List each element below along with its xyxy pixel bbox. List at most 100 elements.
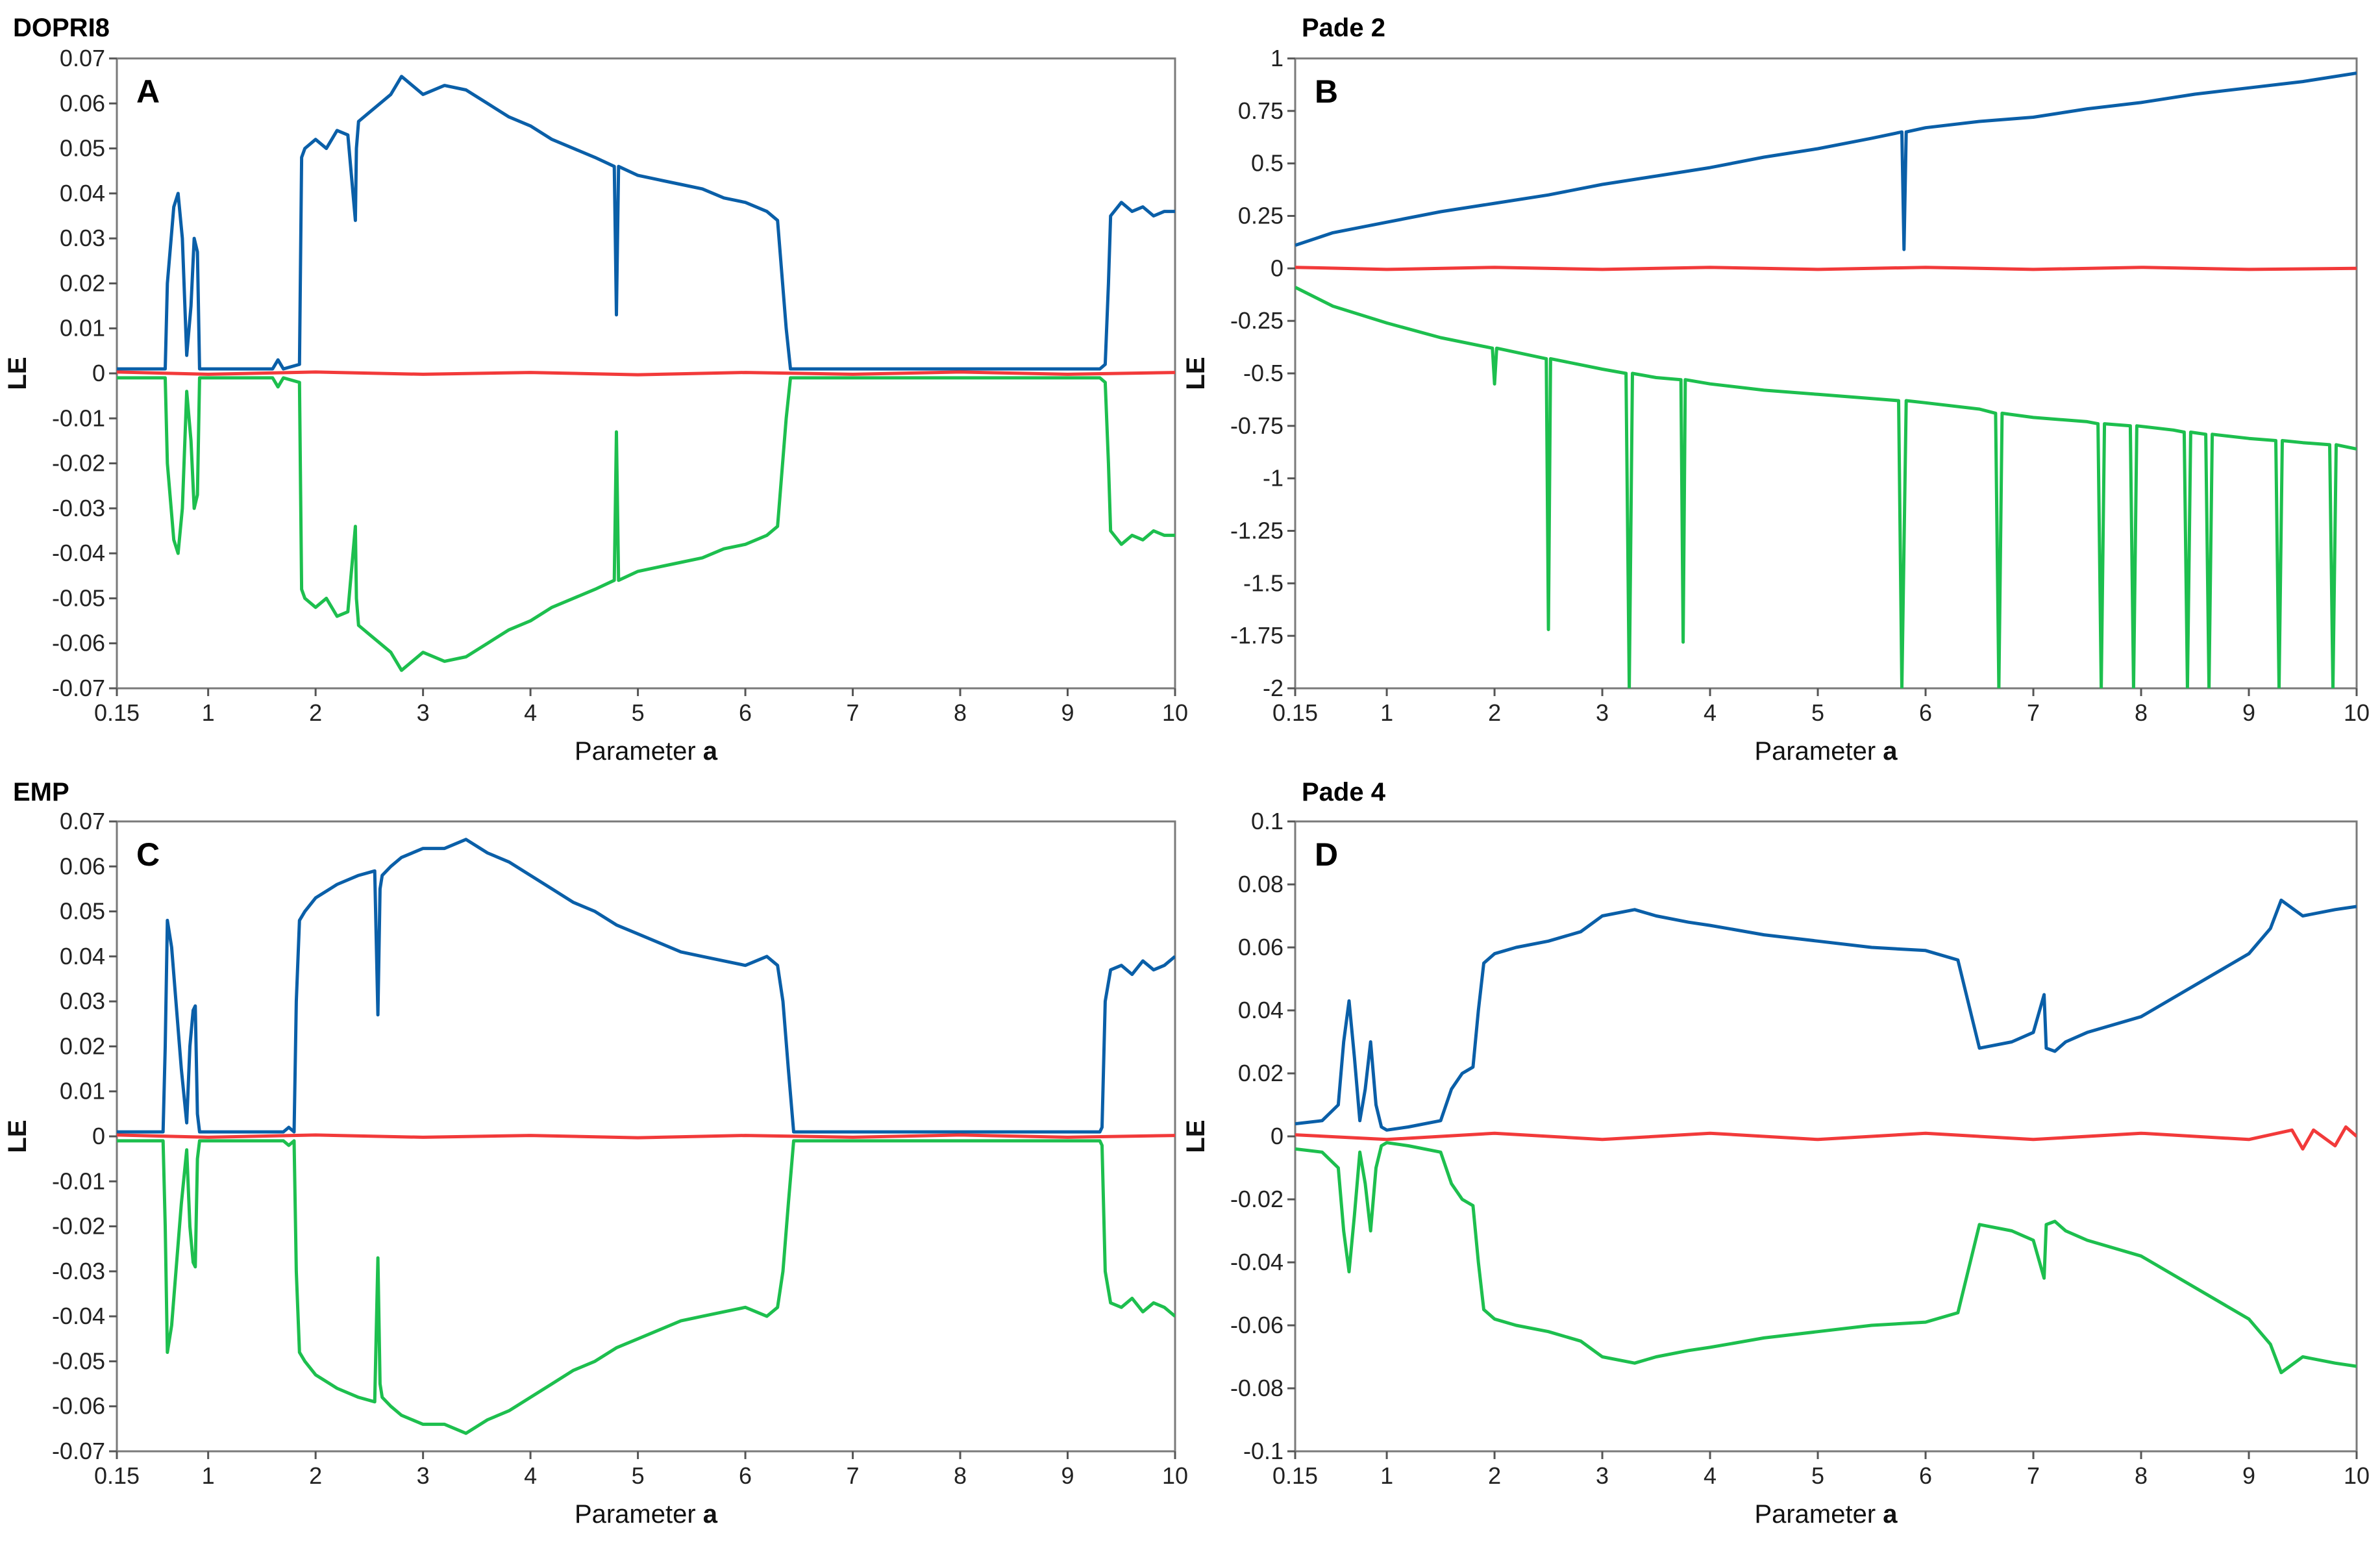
y-tick-label: 0.04: [1238, 997, 1283, 1023]
y-tick-label: 0.04: [60, 943, 105, 969]
y-tick-label: 0.1: [1251, 808, 1283, 834]
y-tick-label: 0.03: [60, 988, 105, 1014]
x-axis-label: Parameter a: [1754, 737, 1898, 766]
x-tick-label: 1: [1380, 1462, 1393, 1489]
y-tick-label: -0.06: [52, 630, 105, 656]
y-tick-label: 0.02: [1238, 1060, 1283, 1086]
x-tick-label: 6: [1919, 699, 1932, 726]
x-tick-label: 8: [954, 699, 967, 726]
y-tick-label: 0: [1271, 255, 1283, 281]
x-axis-label: Parameter a: [575, 737, 718, 766]
y-tick-label: -0.01: [52, 405, 105, 431]
y-tick-label: 0.06: [60, 853, 105, 879]
x-tick-label: 1: [202, 699, 215, 726]
y-tick-label: -0.07: [52, 675, 105, 701]
x-tick-label: 8: [2135, 699, 2148, 726]
x-tick-label: 5: [632, 1462, 645, 1489]
series-line-le3: [117, 1139, 1175, 1435]
y-tick-label: -0.02: [52, 450, 105, 477]
y-tick-label: 0.08: [1238, 871, 1283, 897]
y-tick-label: -0.07: [52, 1438, 105, 1464]
y-tick-label: 1: [1271, 45, 1283, 71]
x-tick-label: 8: [2135, 1462, 2148, 1489]
chart-panel-b: Pade 2 -2 -1.75 -1.5 -1.25 -1 -0.75 -0.5 -0.25 0 0…: [1182, 14, 2370, 766]
x-tick-label: 0.15: [1272, 1462, 1318, 1489]
series-line-le2: [117, 370, 1175, 377]
x-tick-label: 4: [524, 1462, 537, 1489]
y-tick-label: 0: [1271, 1123, 1283, 1149]
y-tick-label: -0.01: [52, 1168, 105, 1194]
x-tick-label: 3: [417, 1462, 430, 1489]
y-axis-label: LE: [1182, 1119, 1210, 1153]
x-tick-label: 3: [1596, 1462, 1609, 1489]
y-tick-label: 0.75: [1238, 97, 1283, 124]
x-tick-label: 0.15: [94, 699, 140, 726]
series-line-le1: [1295, 898, 2357, 1132]
panel-title: Pade 2: [1302, 14, 1385, 42]
x-axis-label: Parameter a: [1754, 1500, 1898, 1529]
x-tick-label: 3: [1596, 699, 1609, 726]
series-line-le3: [1295, 1141, 2357, 1375]
x-tick-label: 2: [309, 1462, 322, 1489]
plot-frame: [1294, 57, 2358, 690]
x-tick-label: 2: [1488, 1462, 1501, 1489]
y-tick-label: -0.03: [52, 495, 105, 521]
y-tick-label: -0.1: [1243, 1438, 1283, 1464]
x-tick-label: 4: [1704, 699, 1717, 726]
y-axis-label: LE: [3, 356, 32, 390]
y-tick-label: 0.06: [60, 90, 105, 116]
y-tick-label: -1.5: [1243, 569, 1283, 596]
x-tick-label: 0.15: [94, 1462, 140, 1489]
chart-panel-d: Pade 4 -0.1 -0.08 -0.06 -0.04 -0.02 0 0.02 0.04 0…: [1182, 778, 2370, 1529]
x-tick-label: 9: [1061, 1462, 1074, 1489]
y-tick-label: -0.04: [52, 1303, 105, 1329]
panel-title: DOPRI8: [13, 14, 110, 42]
x-tick-label: 9: [1061, 699, 1074, 726]
chart-panel-c: EMP -0.07 -0.06 -0.05 -0.04 -0.03 -0.02 -0.01 0 0…: [3, 778, 1188, 1529]
panel-title: EMP: [13, 778, 69, 806]
x-axis-label: Parameter a: [575, 1500, 718, 1529]
x-tick-label: 4: [1704, 1462, 1717, 1489]
x-tick-label: 1: [1380, 699, 1393, 726]
y-axis-label: LE: [3, 1119, 32, 1153]
y-tick-label: 0.07: [60, 45, 105, 71]
y-tick-label: 0: [92, 1123, 105, 1149]
x-tick-label: 4: [524, 699, 537, 726]
panel-title: Pade 4: [1302, 778, 1386, 806]
y-tick-label: -1: [1263, 465, 1283, 492]
y-tick-label: 0.02: [60, 1032, 105, 1059]
x-tick-label: 7: [2027, 699, 2040, 726]
x-tick-label: 3: [417, 699, 430, 726]
panel-letter: A: [136, 73, 160, 110]
x-tick-label: 7: [847, 699, 860, 726]
x-tick-label: 8: [954, 1462, 967, 1489]
y-tick-label: -0.04: [1230, 1249, 1283, 1275]
series-line-le2: [1295, 1125, 2357, 1151]
panel-letter: C: [136, 836, 160, 873]
series-group: [1295, 71, 2357, 688]
x-tick-label: 6: [1919, 1462, 1932, 1489]
x-tick-label: 10: [2344, 1462, 2370, 1489]
x-tick-label: 10: [1162, 1462, 1188, 1489]
y-tick-label: -1.25: [1230, 518, 1283, 544]
series-group: [1295, 898, 2357, 1375]
y-axis-label: LE: [1182, 356, 1210, 390]
y-tick-label: -0.25: [1230, 307, 1283, 334]
series-line-le1: [117, 75, 1175, 371]
y-tick-label: -0.08: [1230, 1375, 1283, 1401]
x-tick-label: 9: [2242, 1462, 2255, 1489]
y-tick-label: -0.05: [52, 1347, 105, 1374]
x-tick-label: 7: [847, 1462, 860, 1489]
panel-letter: B: [1315, 73, 1338, 110]
series-line-le3: [117, 376, 1175, 672]
y-tick-label: 0.06: [1238, 934, 1283, 960]
y-tick-label: -0.02: [52, 1213, 105, 1240]
y-tick-label: 0.05: [60, 135, 105, 162]
y-tick-label: -0.06: [1230, 1312, 1283, 1338]
x-tick-label: 7: [2027, 1462, 2040, 1489]
y-tick-label: 0.02: [60, 269, 105, 296]
series-line-le2: [1295, 266, 2357, 271]
y-tick-label: 0.07: [60, 808, 105, 834]
y-tick-label: -0.02: [1230, 1186, 1283, 1212]
